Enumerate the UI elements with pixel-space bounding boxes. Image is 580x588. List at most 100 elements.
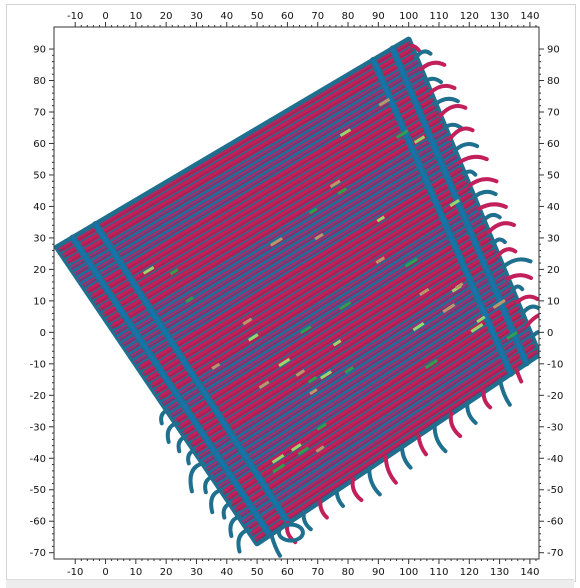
scan-line bbox=[73, 66, 421, 274]
scan-highlight bbox=[424, 359, 439, 370]
x-tick-label-bottom: 140 bbox=[520, 567, 539, 578]
scan-line bbox=[176, 227, 488, 426]
scan-highlight bbox=[476, 315, 486, 324]
scan-line bbox=[145, 179, 468, 381]
y-tick-label-right: -40 bbox=[547, 454, 563, 465]
scan-highlight bbox=[308, 207, 318, 215]
scan-line bbox=[188, 246, 496, 444]
x-tick-label-bottom: 0 bbox=[102, 567, 108, 578]
scan-line bbox=[137, 166, 463, 369]
y-tick-label-left: -10 bbox=[30, 359, 46, 370]
scan-line bbox=[111, 124, 445, 329]
scan-highlight bbox=[506, 330, 518, 340]
scan-line bbox=[179, 231, 490, 430]
y-tick-label-left: 90 bbox=[33, 45, 46, 56]
scan-line bbox=[172, 221, 485, 420]
scan-line bbox=[187, 244, 495, 442]
plot-border bbox=[53, 26, 540, 560]
scan-line bbox=[167, 213, 482, 412]
scan-line bbox=[161, 204, 478, 404]
scan-tail bbox=[447, 126, 475, 142]
scan-line bbox=[129, 154, 457, 357]
scan-highlight bbox=[378, 97, 391, 107]
scan-line bbox=[108, 120, 443, 325]
scan-line bbox=[96, 101, 436, 308]
scan-line bbox=[244, 334, 532, 527]
scan-line bbox=[151, 187, 471, 389]
scan-highlight bbox=[271, 453, 285, 464]
scan-tail bbox=[399, 444, 413, 470]
scan-line bbox=[56, 38, 410, 249]
scan-highlight bbox=[376, 215, 386, 223]
scan-line bbox=[88, 89, 430, 296]
scan-line bbox=[135, 162, 461, 365]
scan-line bbox=[69, 59, 418, 268]
scan-highlight bbox=[375, 256, 386, 264]
y-tick-label-right: -50 bbox=[547, 485, 563, 496]
scan-highlight bbox=[449, 198, 460, 208]
scan-line bbox=[85, 85, 429, 292]
scan-line bbox=[141, 173, 465, 375]
scan-tail bbox=[383, 455, 398, 485]
x-tick-label-bottom: 40 bbox=[220, 567, 233, 578]
scan-line bbox=[205, 273, 507, 469]
y-tick-label-right: -60 bbox=[547, 517, 563, 528]
scan-line bbox=[236, 322, 527, 515]
scan-line bbox=[224, 303, 519, 497]
scan-path-layer bbox=[54, 36, 539, 558]
scan-line bbox=[127, 150, 456, 353]
scan-line bbox=[177, 229, 489, 428]
y-tick-label-right: -30 bbox=[547, 422, 563, 433]
y-tick-label-left: 10 bbox=[33, 296, 46, 307]
scan-tail bbox=[416, 433, 428, 457]
scan-tail bbox=[334, 487, 345, 508]
scan-tail bbox=[414, 49, 433, 60]
scan-line bbox=[201, 267, 504, 464]
scan-line bbox=[240, 328, 530, 521]
scan-highlight bbox=[247, 333, 259, 342]
scan-tail bbox=[462, 169, 478, 177]
scan-line bbox=[119, 137, 450, 341]
scan-line bbox=[115, 131, 448, 335]
scan-line bbox=[255, 351, 539, 542]
scan-line bbox=[63, 49, 414, 258]
scan-tail bbox=[467, 177, 499, 188]
scan-tail bbox=[465, 400, 478, 425]
scan-highlight bbox=[492, 299, 506, 310]
scan-line bbox=[101, 110, 439, 316]
scan-tail bbox=[367, 466, 382, 497]
scan-line bbox=[121, 141, 452, 345]
scan-tail bbox=[432, 422, 448, 454]
scan-highlight bbox=[315, 445, 325, 453]
scan-tail bbox=[269, 531, 282, 558]
scan-line bbox=[87, 87, 430, 294]
scan-highlight bbox=[339, 301, 352, 311]
scan-line bbox=[229, 311, 523, 505]
scan-highlight bbox=[309, 388, 318, 396]
scan-line bbox=[57, 41, 410, 251]
scan-line bbox=[76, 70, 423, 278]
scan-line bbox=[211, 282, 510, 477]
x-tick-label-top: 10 bbox=[129, 11, 142, 22]
scan-line bbox=[237, 324, 528, 517]
y-tick-label-right: 60 bbox=[547, 139, 560, 150]
scan-line bbox=[133, 160, 460, 363]
scan-tail bbox=[418, 60, 447, 72]
scan-line bbox=[173, 223, 486, 422]
scan-line bbox=[120, 139, 451, 343]
scan-highlight bbox=[395, 129, 409, 139]
scan-tail bbox=[448, 411, 463, 439]
y-tick-label-left: 50 bbox=[33, 170, 46, 181]
scan-line bbox=[147, 181, 469, 383]
scan-line bbox=[107, 118, 443, 324]
scan-line bbox=[79, 74, 424, 282]
scan-highlight bbox=[332, 339, 342, 347]
scan-line bbox=[83, 80, 427, 288]
y-tick-label-right: 50 bbox=[547, 170, 560, 181]
scan-highlight bbox=[454, 282, 464, 290]
y-tick-label-left: 30 bbox=[33, 233, 46, 244]
scan-line bbox=[203, 269, 505, 466]
x-tick-label-top: 80 bbox=[342, 11, 355, 22]
scan-line bbox=[180, 234, 490, 432]
